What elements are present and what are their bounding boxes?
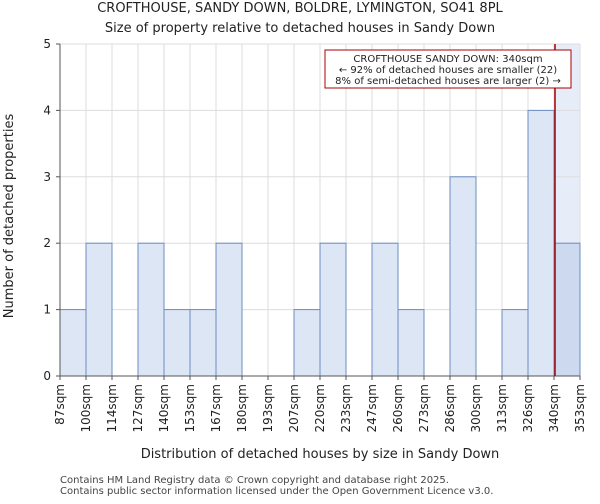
y-tick-label: 2 <box>43 236 51 250</box>
chart-subtitle: Size of property relative to detached ho… <box>105 21 495 36</box>
x-tick-label: 220sqm <box>313 384 327 432</box>
x-tick-label: 167sqm <box>209 384 223 432</box>
x-tick-label: 247sqm <box>365 384 379 432</box>
x-tick-label: 326sqm <box>521 384 535 432</box>
x-tick-label: 180sqm <box>235 384 249 432</box>
x-tick-label: 273sqm <box>417 384 431 432</box>
histogram-bar <box>527 109 555 377</box>
x-tick-label: 140sqm <box>157 384 171 432</box>
histogram-bar <box>59 309 87 377</box>
histogram-bar <box>137 242 165 377</box>
histogram-bar <box>189 309 217 377</box>
histogram-bar <box>215 242 243 377</box>
footer-copyright: Contains HM Land Registry data © Crown c… <box>60 475 449 486</box>
marker-annotation: CROFTHOUSE SANDY DOWN: 340sqm ← 92% of d… <box>324 49 572 89</box>
annotation-line-3: 8% of semi-detached houses are larger (2… <box>335 76 561 87</box>
annotation-line-2: ← 92% of detached houses are smaller (22… <box>339 65 557 76</box>
histogram-bar <box>319 242 347 377</box>
y-tick-label: 0 <box>43 369 51 383</box>
histogram-bar <box>553 242 581 377</box>
histogram-bar <box>501 309 529 377</box>
y-tick-label: 3 <box>43 170 51 184</box>
x-tick-label: 340sqm <box>547 384 561 432</box>
x-tick-label: 127sqm <box>131 384 145 432</box>
x-axis-label: Distribution of detached houses by size … <box>141 447 500 462</box>
x-tick-label: 233sqm <box>339 384 353 432</box>
y-axis-label: Number of detached properties <box>2 114 17 319</box>
x-tick-label: 207sqm <box>287 384 301 432</box>
footer-licence: Contains public sector information licen… <box>60 486 493 497</box>
x-tick-label: 286sqm <box>443 384 457 432</box>
y-tick-label: 1 <box>43 303 51 317</box>
histogram-bar <box>371 242 399 377</box>
x-tick-label: 193sqm <box>261 384 275 432</box>
x-tick-label: 353sqm <box>573 384 587 432</box>
histogram-bar <box>293 309 321 377</box>
x-tick-label: 114sqm <box>105 384 119 432</box>
histogram-bar <box>163 309 191 377</box>
x-tick-label: 313sqm <box>495 384 509 432</box>
x-tick-label: 100sqm <box>79 384 93 432</box>
histogram-bar <box>449 176 477 377</box>
annotation-line-1: CROFTHOUSE SANDY DOWN: 340sqm <box>353 54 542 65</box>
chart-title: CROFTHOUSE, SANDY DOWN, BOLDRE, LYMINGTO… <box>97 1 503 16</box>
y-tick-label: 4 <box>43 103 51 117</box>
x-tick-label: 153sqm <box>183 384 197 432</box>
annotation-box <box>324 49 572 89</box>
x-tick-label: 87sqm <box>53 384 67 425</box>
histogram-bar <box>85 242 113 377</box>
x-tick-label: 300sqm <box>469 384 483 432</box>
histogram-bar <box>397 309 425 377</box>
x-tick-label: 260sqm <box>391 384 405 432</box>
y-tick-label: 5 <box>43 37 51 51</box>
